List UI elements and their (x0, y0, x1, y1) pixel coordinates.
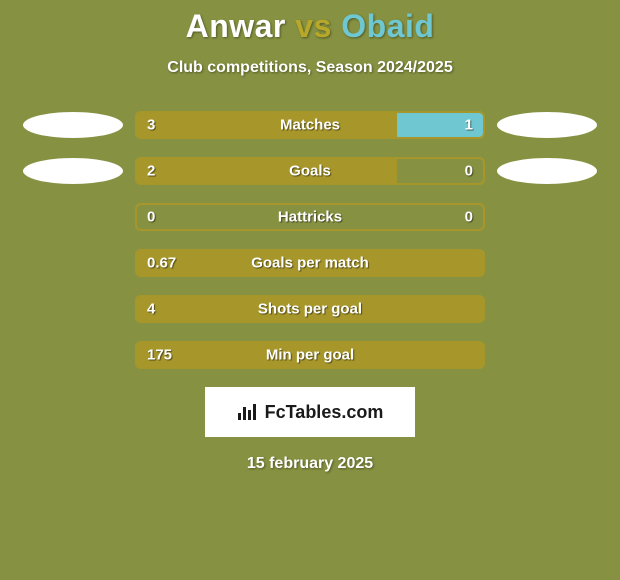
avatar-right (497, 158, 597, 184)
stat-row: Min per goal 175 (0, 341, 620, 369)
avatar-right (497, 112, 597, 138)
bar-left-fill (137, 159, 397, 183)
stat-bar: Goals per match 0.67 (135, 249, 485, 277)
bar-label: Matches (280, 117, 340, 134)
bar-value-left: 0 (147, 209, 155, 226)
page-title: Anwar vs Obaid (0, 8, 620, 45)
bar-label: Hattricks (278, 209, 342, 226)
avatar-spacer (497, 204, 607, 230)
bar-label: Min per goal (266, 347, 354, 364)
avatar-left (23, 158, 123, 184)
avatar-spacer (497, 250, 607, 276)
stat-row: Hattricks 0 0 (0, 203, 620, 231)
bar-label: Shots per goal (258, 301, 362, 318)
stat-bar: Shots per goal 4 (135, 295, 485, 323)
avatar-spacer (497, 296, 607, 322)
bar-value-left: 0.67 (147, 255, 176, 272)
stat-row: Goals per match 0.67 (0, 249, 620, 277)
avatar-left (23, 112, 123, 138)
title-vs: vs (295, 8, 332, 44)
avatar-spacer (13, 204, 123, 230)
bar-value-right: 0 (465, 163, 473, 180)
bar-value-right: 0 (465, 209, 473, 226)
avatar-spacer (13, 296, 123, 322)
bar-value-left: 3 (147, 117, 155, 134)
bar-chart-icon (237, 403, 259, 421)
stats-rows: Matches 3 1 Goals 2 0 Hattricks 0 0 Goals per mat… (0, 111, 620, 369)
bar-value-left: 175 (147, 347, 172, 364)
bar-label: Goals per match (251, 255, 369, 272)
bar-left-fill (137, 113, 397, 137)
bar-value-left: 2 (147, 163, 155, 180)
avatar-spacer (13, 250, 123, 276)
stat-bar: Matches 3 1 (135, 111, 485, 139)
date-label: 15 february 2025 (0, 455, 620, 473)
title-player1: Anwar (186, 8, 286, 44)
avatar-spacer (497, 342, 607, 368)
bar-label: Goals (289, 163, 331, 180)
stat-bar: Min per goal 175 (135, 341, 485, 369)
bar-value-left: 4 (147, 301, 155, 318)
comparison-card: Anwar vs Obaid Club competitions, Season… (0, 0, 620, 580)
stat-row: Shots per goal 4 (0, 295, 620, 323)
subtitle: Club competitions, Season 2024/2025 (0, 59, 620, 77)
branding-badge[interactable]: FcTables.com (205, 387, 415, 437)
stat-row: Matches 3 1 (0, 111, 620, 139)
stat-row: Goals 2 0 (0, 157, 620, 185)
stat-bar: Hattricks 0 0 (135, 203, 485, 231)
avatar-spacer (13, 342, 123, 368)
bar-value-right: 1 (465, 117, 473, 134)
branding-text: FcTables.com (265, 402, 384, 423)
stat-bar: Goals 2 0 (135, 157, 485, 185)
title-player2: Obaid (341, 8, 434, 44)
